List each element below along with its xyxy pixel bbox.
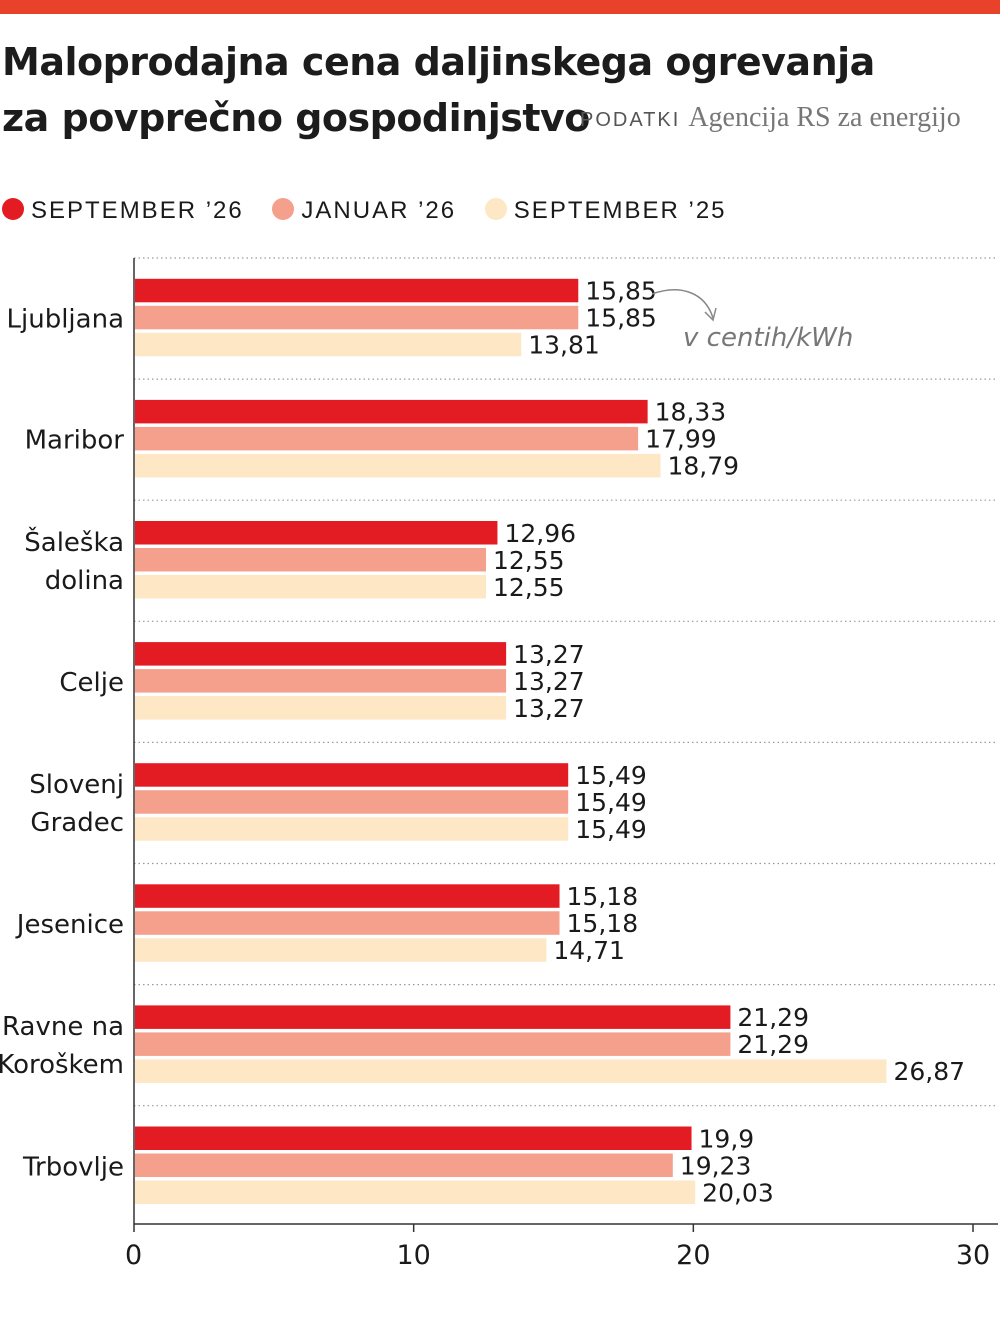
category-label: Koroškem [0, 1050, 124, 1080]
bar [135, 1005, 731, 1029]
bar [135, 817, 569, 841]
bar-value-label: 21,29 [737, 1003, 809, 1032]
bar [135, 938, 547, 962]
bar [135, 642, 507, 666]
bar-value-label: 15,49 [575, 788, 647, 817]
bar [135, 278, 579, 303]
x-tick-label: 20 [676, 1240, 710, 1271]
bar-value-label: 15,49 [575, 761, 647, 790]
bar [135, 548, 486, 572]
bar [135, 399, 648, 424]
bar [135, 696, 507, 720]
bar-value-label: 13,27 [513, 640, 585, 669]
source-text: Agencija RS za energijo [688, 102, 961, 133]
category-label: Gradec [30, 808, 124, 838]
bar [135, 1059, 887, 1083]
category-label: Jesenice [15, 910, 124, 940]
bar-value-label: 15,18 [567, 909, 639, 938]
bar [135, 1180, 696, 1204]
legend-label-januar-26: JANUAR ’26 [301, 196, 457, 224]
category-label: Maribor [25, 426, 125, 456]
data-source: PODATKI Agencija RS za energijo [580, 102, 961, 134]
bar-value-label: 21,29 [737, 1030, 809, 1059]
annotation-arrowhead [704, 307, 717, 322]
bar-value-label: 12,96 [504, 519, 576, 548]
unit-annotation: v centih/kWh [683, 323, 853, 353]
bar [135, 453, 661, 478]
bar-value-label: 18,33 [655, 398, 727, 427]
legend-swatch-september-26 [2, 198, 24, 221]
category-label: Ljubljana [7, 305, 124, 335]
x-tick-label: 10 [396, 1240, 430, 1271]
bar-value-label: 18,79 [667, 452, 739, 481]
bar-value-label: 19,9 [699, 1124, 755, 1153]
bar-value-label: 19,23 [680, 1151, 752, 1180]
bar-value-label: 26,87 [893, 1057, 965, 1086]
chart-title-line-1: Maloprodajna cena daljinskega ogrevanja [2, 40, 875, 84]
bar [135, 426, 639, 451]
chart-title-line-2: za povprečno gospodinjstvo [2, 96, 590, 140]
category-label: Trbovlje [22, 1152, 124, 1182]
top-accent-bar [0, 0, 1000, 14]
category-label: Celje [59, 668, 124, 698]
bar-value-label: 20,03 [702, 1178, 774, 1207]
bar [135, 521, 498, 545]
bar [135, 884, 560, 908]
bar-value-label: 15,49 [575, 815, 647, 844]
legend: SEPTEMBER ’26 JANUAR ’26 SEPTEMBER ’25 [2, 196, 749, 225]
legend-item-september-25: SEPTEMBER ’25 [484, 196, 727, 225]
source-label: PODATKI [580, 109, 681, 131]
category-label: Slovenj [29, 770, 124, 800]
bar [135, 790, 569, 814]
category-label: dolina [45, 566, 124, 596]
bar [135, 763, 569, 787]
bar-value-label: 14,71 [553, 936, 625, 965]
bar [135, 332, 522, 357]
bar-value-label: 12,55 [493, 546, 565, 575]
bar-value-label: 17,99 [645, 425, 717, 454]
category-label: Ravne na [2, 1012, 124, 1042]
bar-value-label: 12,55 [493, 573, 565, 602]
bar [135, 1126, 692, 1150]
legend-label-september-25: SEPTEMBER ’25 [513, 196, 727, 224]
legend-label-september-26: SEPTEMBER ’26 [31, 196, 244, 224]
bar [135, 669, 507, 693]
bar [135, 911, 560, 935]
bar-value-label: 15,85 [585, 277, 657, 306]
x-tick-label: 0 [125, 1240, 142, 1271]
bar-value-label: 15,85 [585, 304, 657, 333]
bar-value-label: 13,27 [513, 694, 585, 723]
bar-value-label: 15,18 [567, 882, 639, 911]
category-label: Šaleška [24, 526, 124, 558]
x-tick-label: 30 [956, 1240, 990, 1271]
bar [135, 305, 579, 330]
bar [135, 1032, 731, 1056]
bar [135, 575, 486, 599]
chart-title: Maloprodajna cena daljinskega ogrevanja … [2, 34, 992, 146]
annotation-arrow [651, 289, 714, 319]
legend-item-januar-26: JANUAR ’26 [272, 197, 456, 225]
legend-swatch-januar-26 [272, 198, 295, 221]
bar-value-label: 13,81 [528, 331, 600, 360]
bar-value-label: 13,27 [513, 667, 585, 696]
legend-swatch-september-25 [484, 198, 507, 221]
bar [135, 1153, 673, 1177]
legend-item-september-26: SEPTEMBER ’26 [2, 197, 244, 225]
